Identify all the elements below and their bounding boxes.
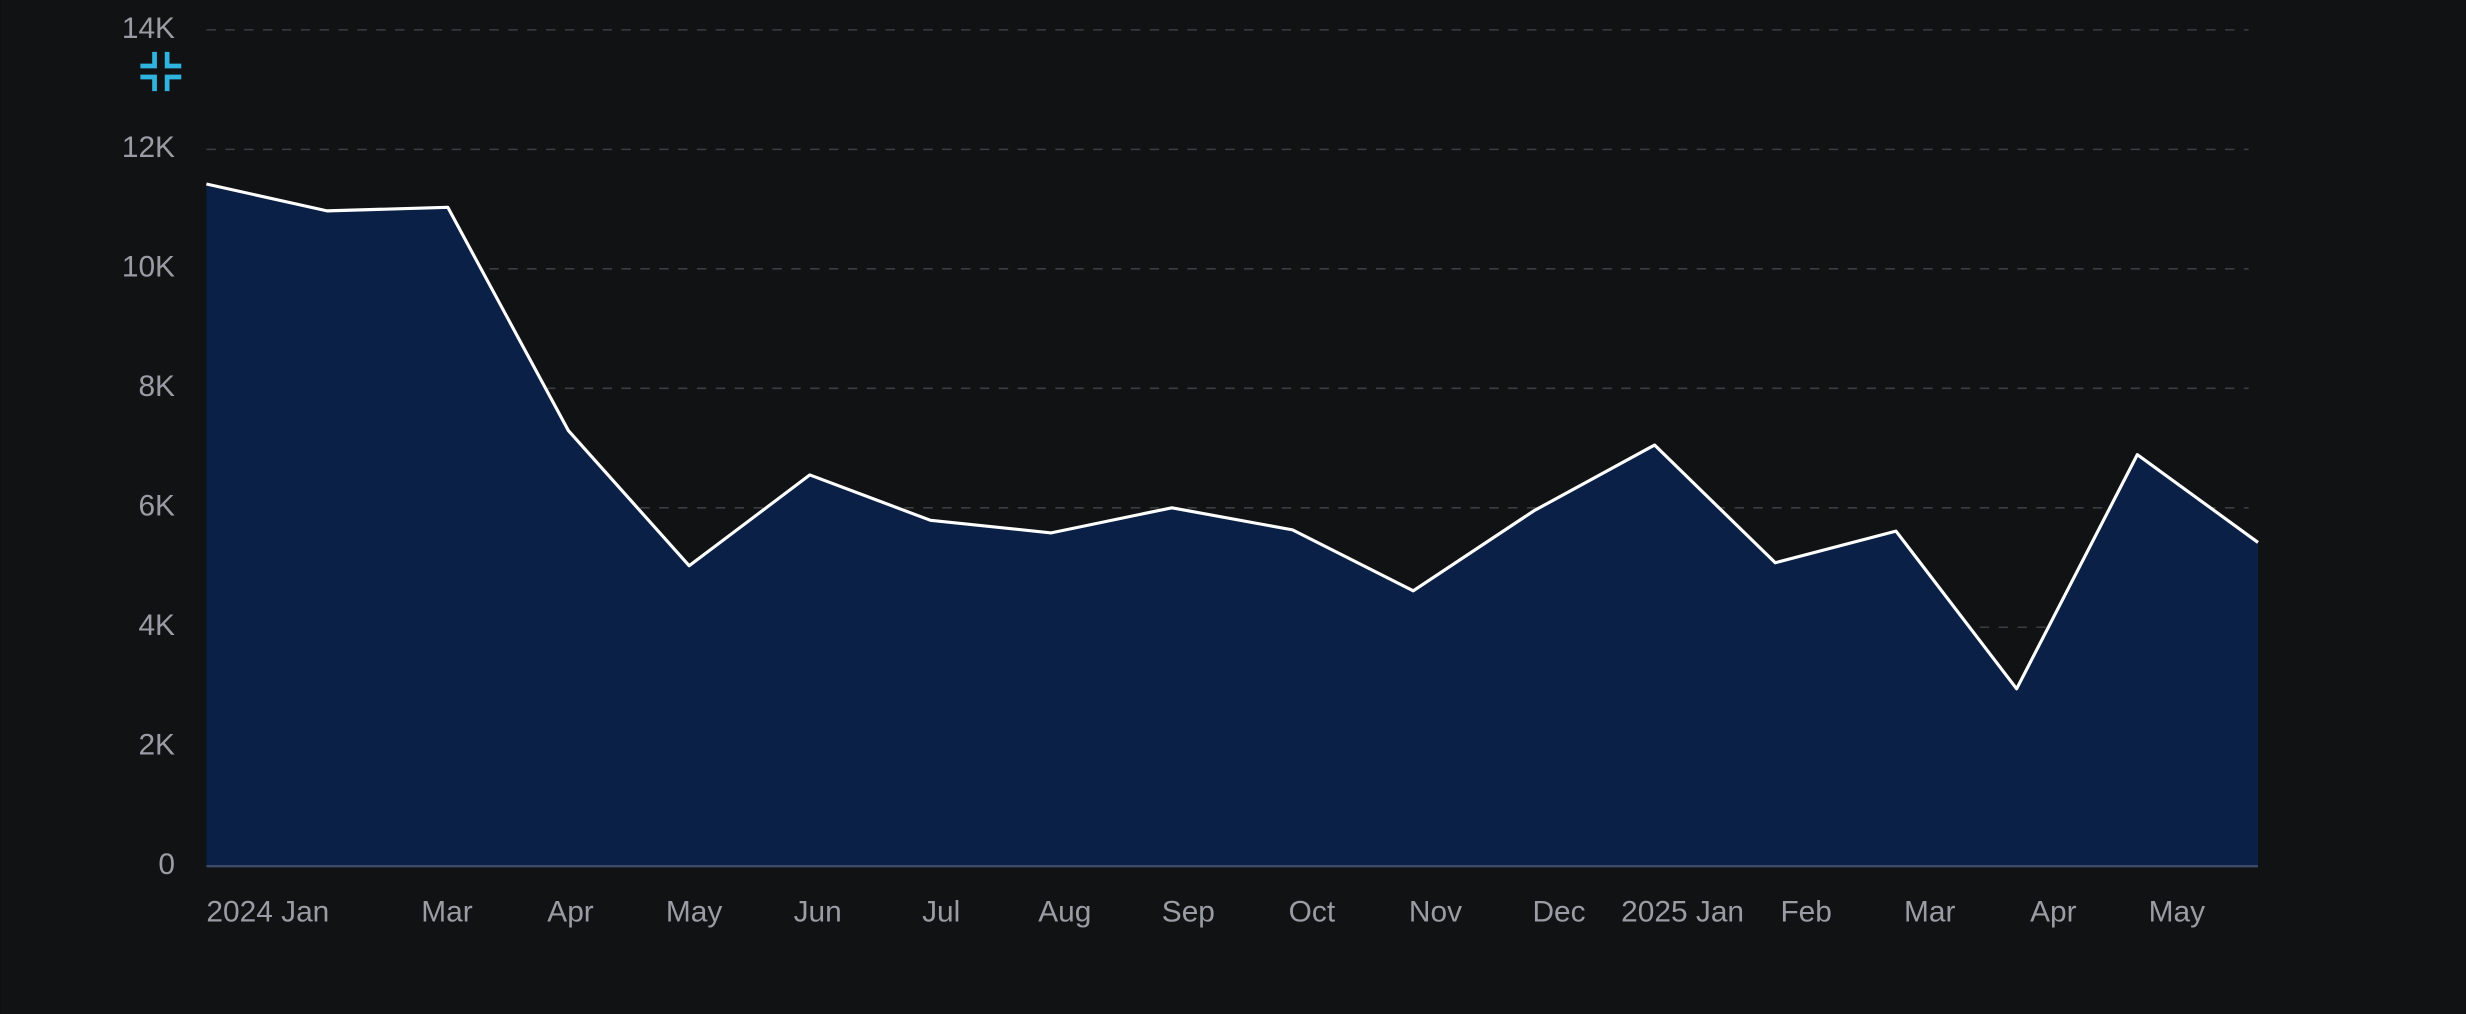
x-tick-label: Feb [1780,895,1831,928]
y-tick-label: 6K [138,490,175,523]
x-tick-label: Mar [1904,895,1955,928]
x-tick-label: May [2149,895,2205,928]
x-tick-label: Oct [1289,895,1336,928]
x-tick-label: Jul [922,895,960,928]
area [206,183,2259,867]
y-tick-label: 8K [138,370,175,403]
x-tick-label: Nov [1409,895,1462,928]
x-tick-label: 2024 Jan [206,895,329,928]
x-tick-label: Dec [1532,895,1585,928]
x-tick-label: May [666,895,722,928]
x-tick-label: Apr [2030,895,2077,928]
collapse-icon[interactable] [140,51,182,92]
x-tick-label: Apr [547,895,594,928]
y-tick-label: 10K [122,251,175,284]
x-tick-label: Aug [1038,895,1091,928]
x-tick-label: Sep [1162,895,1215,928]
y-tick-label: 2K [138,729,175,762]
line [206,182,2259,691]
x-tick-label: 2025 Jan [1621,895,1744,928]
y-tick-label: 4K [138,609,175,642]
x-tick-label: Mar [421,895,472,928]
y-tick-label: 14K [122,12,175,45]
y-tick-label: 0 [158,848,175,881]
y-tick-label: 12K [122,131,175,164]
x-tick-label: Jun [794,895,842,928]
